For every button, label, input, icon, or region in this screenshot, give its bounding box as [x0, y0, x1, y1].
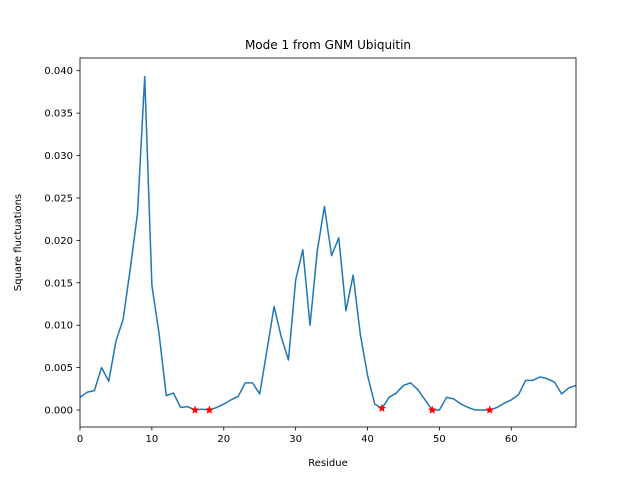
- y-tick-label: 0.000: [44, 406, 73, 417]
- star-marker: [485, 405, 495, 414]
- chart-title: Mode 1 from GNM Ubiquitin: [245, 38, 411, 52]
- x-tick-label: 60: [505, 434, 518, 445]
- x-tick-label: 40: [361, 434, 374, 445]
- y-tick-label: 0.010: [44, 321, 73, 332]
- x-tick-label: 20: [217, 434, 230, 445]
- y-tick-label: 0.005: [44, 363, 73, 374]
- y-tick-label: 0.020: [44, 236, 73, 247]
- y-tick-label: 0.040: [44, 66, 73, 77]
- y-tick-label: 0.015: [44, 278, 73, 289]
- y-tick-label: 0.025: [44, 193, 73, 204]
- star-marker: [190, 405, 200, 414]
- plot-area: [79, 75, 577, 414]
- y-axis-label: Square fluctuations: [13, 194, 24, 291]
- y-tick-label: 0.030: [44, 151, 73, 162]
- x-tick-label: 0: [77, 434, 83, 445]
- y-tick-label: 0.035: [44, 109, 73, 120]
- axis-ticks: 0 10 20 30 40 50 60 0.000 0.005 0.010 0.015 0.020 0.…: [44, 66, 517, 445]
- star-marker: [204, 405, 214, 414]
- star-marker: [377, 403, 387, 413]
- axes-frame: [79, 57, 577, 428]
- x-tick-label: 10: [146, 434, 159, 445]
- star-marker: [427, 405, 437, 414]
- x-tick-label: 30: [289, 434, 302, 445]
- x-axis-label: Residue: [308, 458, 347, 469]
- x-tick-label: 50: [433, 434, 446, 445]
